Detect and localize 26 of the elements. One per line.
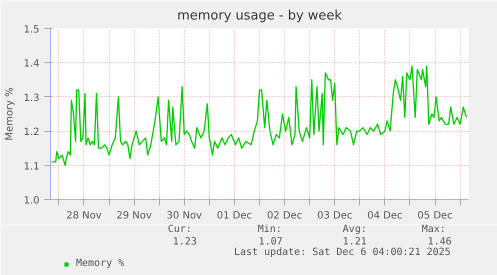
- text: Avg:: [342, 224, 367, 235]
- y-tick-label: 1.0: [24, 196, 40, 206]
- text: Max:: [422, 224, 446, 235]
- x-tick-label: 03 Dec: [317, 210, 352, 222]
- y-tick-label: 1.3: [24, 92, 40, 104]
- text: 1.23: [172, 236, 197, 248]
- text: Last update: Sat Dec 6 04:00:21 2025: [234, 247, 451, 258]
- y-tick-label: 1.4: [24, 58, 40, 70]
- text: 1.07: [258, 236, 283, 248]
- x-tick-label: 28 Nov: [66, 210, 102, 222]
- text: Cur:: [168, 224, 192, 235]
- chart-title: memory usage - by week: [177, 8, 342, 24]
- text: 1.21: [342, 236, 367, 248]
- x-tick-label: 05 Dec: [417, 210, 453, 222]
- y-axis-title: Memory %: [4, 87, 16, 141]
- text: Min:: [258, 224, 282, 235]
- legend-label: Memory %: [76, 258, 124, 269]
- x-tick-label: 04 Dec: [367, 210, 403, 222]
- y-tick-label: 1.5: [24, 24, 40, 36]
- x-tick-label: 01 Dec: [216, 210, 252, 222]
- y-tick-label: 1.2: [24, 127, 40, 138]
- x-tick-label: 29 Nov: [116, 210, 152, 222]
- x-tick-label: 02 Dec: [266, 210, 302, 222]
- x-tick-label: 30 Nov: [166, 210, 202, 222]
- text: 1.46: [428, 236, 452, 248]
- y-tick-label: 1.1: [24, 161, 40, 172]
